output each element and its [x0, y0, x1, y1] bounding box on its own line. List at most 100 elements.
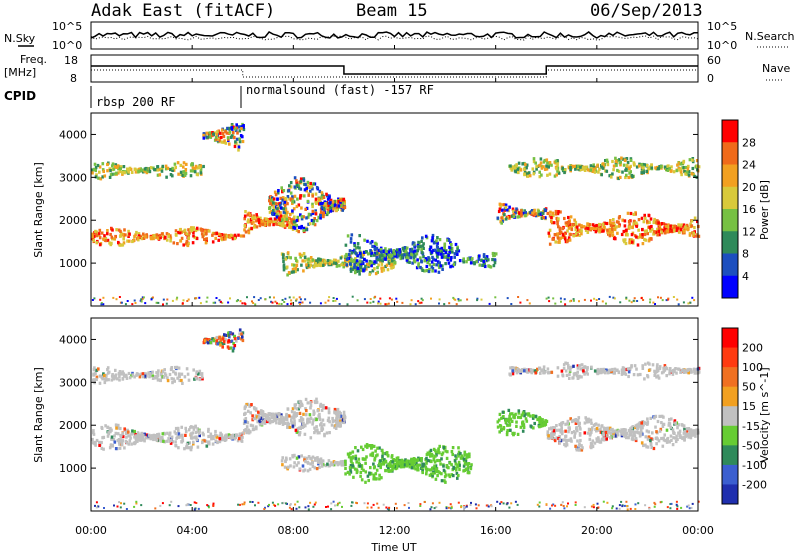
scatter-cell	[341, 414, 344, 418]
scatter-cell	[279, 201, 283, 205]
scatter-cell	[247, 409, 250, 413]
scatter-cell	[155, 233, 159, 237]
scatter-cell	[518, 215, 521, 219]
scatter-cell	[252, 220, 255, 224]
scatter-cell	[293, 215, 296, 219]
scatter-cell	[316, 428, 319, 432]
scatter-cell	[489, 265, 493, 269]
power-ylabel: Slant Range [km]	[32, 162, 45, 258]
scatter-cell	[93, 366, 96, 370]
scatter-cell	[688, 158, 692, 162]
scatter-cell	[315, 201, 318, 205]
scatter-cell	[314, 262, 317, 266]
scatter-cell	[124, 439, 128, 443]
scatter-cell	[373, 458, 376, 462]
scatter-cell	[499, 204, 502, 209]
scatter-cell	[212, 435, 215, 439]
scatter-cell	[558, 434, 561, 439]
scatter-cell	[293, 185, 297, 189]
scatter-cell	[376, 266, 379, 270]
scatter-cell	[153, 233, 156, 238]
scatter-cell	[110, 435, 114, 439]
scatter-cell	[297, 184, 301, 188]
scatter-cell	[561, 233, 565, 237]
scatter-cell	[597, 225, 600, 229]
scatter-cell	[273, 212, 277, 216]
scatter-cell	[650, 224, 653, 229]
scatter-cell	[103, 174, 107, 178]
scatter-cell	[647, 368, 651, 372]
scatter-cell	[374, 272, 378, 276]
scatter-cell	[564, 369, 568, 373]
scatter-cell	[453, 459, 457, 463]
scatter-cell	[118, 378, 121, 382]
scatter-cell	[599, 430, 603, 434]
scatter-cell	[574, 421, 578, 425]
scatter-cell	[541, 423, 545, 427]
scatter-cell	[115, 228, 118, 232]
scatter-cell	[314, 197, 318, 201]
scatter-cell	[92, 167, 96, 171]
scatter-cell	[683, 170, 686, 174]
scatter-cell	[249, 411, 252, 415]
scatter-cell	[191, 241, 195, 245]
scatter-cell	[688, 428, 691, 433]
scatter-cell	[216, 440, 219, 445]
scatter-cell	[644, 443, 647, 447]
scatter-cell	[344, 243, 348, 247]
scatter-cell	[589, 164, 593, 168]
scatter-cell	[293, 220, 297, 224]
scatter-cell	[391, 265, 395, 269]
scatter-cell	[204, 439, 208, 443]
scatter-cell	[279, 203, 282, 207]
near-range-cell	[205, 300, 208, 303]
scatter-cell	[287, 221, 291, 225]
scatter-cell	[177, 172, 180, 176]
scatter-cell	[123, 427, 126, 431]
scatter-cell	[556, 232, 559, 236]
scatter-cell	[697, 165, 701, 169]
scatter-cell	[521, 411, 525, 415]
scatter-cell	[161, 164, 165, 168]
scatter-cell	[405, 253, 409, 257]
scatter-cell	[690, 219, 694, 223]
near-range-cell	[301, 301, 304, 304]
near-range-cell	[102, 303, 105, 306]
scatter-cell	[183, 375, 187, 379]
scatter-cell	[566, 361, 569, 366]
scatter-cell	[646, 232, 649, 236]
scatter-cell	[425, 453, 429, 457]
scatter-cell	[675, 371, 678, 375]
scatter-cell	[203, 230, 207, 234]
scatter-cell	[166, 166, 170, 170]
scatter-cell	[98, 243, 102, 247]
near-range-cell	[290, 302, 292, 305]
scatter-cell	[382, 461, 385, 465]
scatter-cell	[443, 475, 447, 479]
near-range-cell	[120, 301, 123, 304]
scatter-cell	[487, 258, 490, 262]
scatter-cell	[689, 222, 692, 226]
scatter-cell	[567, 166, 571, 170]
scatter-cell	[532, 172, 536, 176]
scatter-cell	[416, 249, 419, 253]
near-range-cell	[430, 297, 432, 300]
scatter-cell	[299, 400, 303, 404]
scatter-cell	[296, 430, 299, 434]
scatter-cell	[239, 234, 243, 238]
scatter-cell	[99, 177, 103, 181]
scatter-cell	[674, 439, 678, 444]
scatter-cell	[320, 263, 323, 268]
scatter-cell	[333, 419, 336, 423]
scatter-cell	[114, 163, 118, 167]
scatter-cell	[117, 228, 121, 232]
scatter-cell	[517, 161, 521, 165]
scatter-cell	[403, 253, 406, 257]
scatter-cell	[273, 190, 277, 194]
scatter-cell	[309, 256, 313, 260]
scatter-cell	[421, 470, 424, 475]
scatter-cell	[652, 220, 656, 225]
scatter-cell	[598, 223, 602, 227]
scatter-cell	[617, 429, 620, 433]
scatter-cell	[504, 418, 508, 422]
